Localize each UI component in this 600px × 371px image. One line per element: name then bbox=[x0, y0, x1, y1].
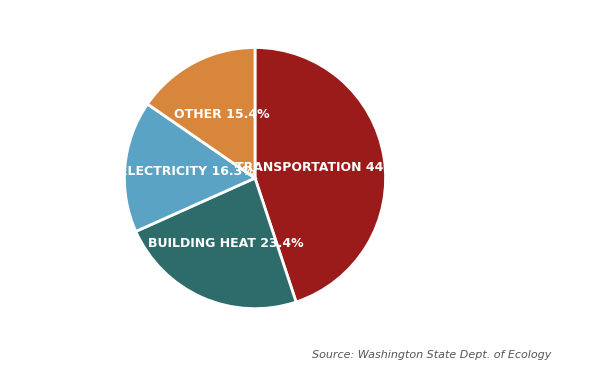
Text: BUILDING HEAT 23.4%: BUILDING HEAT 23.4% bbox=[148, 237, 304, 250]
Wedge shape bbox=[255, 47, 386, 302]
Wedge shape bbox=[148, 47, 255, 178]
Wedge shape bbox=[124, 104, 255, 232]
Text: Source: Washington State Dept. of Ecology: Source: Washington State Dept. of Ecolog… bbox=[313, 350, 551, 360]
Text: OTHER 15.4%: OTHER 15.4% bbox=[174, 108, 269, 121]
Text: ELECTRICITY 16.3%: ELECTRICITY 16.3% bbox=[119, 165, 255, 178]
Text: TRANSPORTATION 44.9%: TRANSPORTATION 44.9% bbox=[235, 161, 409, 174]
Wedge shape bbox=[136, 178, 296, 309]
